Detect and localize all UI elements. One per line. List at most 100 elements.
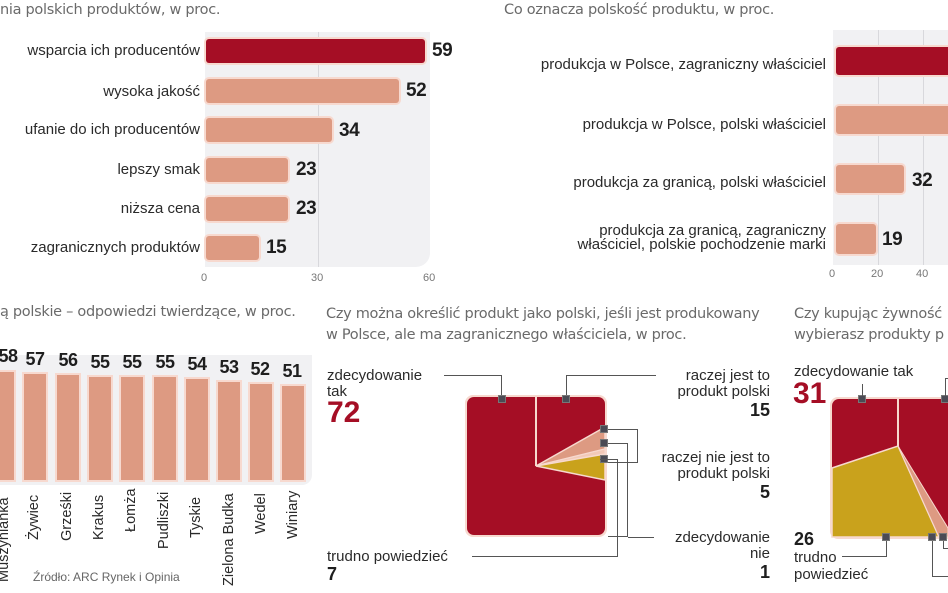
- bar-label: produkcja w Polsce, zagraniczny właścici…: [540, 56, 826, 73]
- bar-label: lepszy smak: [117, 161, 200, 178]
- bar-label: wsparcia ich producentów: [27, 42, 200, 59]
- column-value: 52: [250, 359, 270, 379]
- marker-icon: [941, 395, 948, 403]
- chart-title: Co oznacza polskość produktu, w proc.: [504, 2, 775, 18]
- marker-icon: [858, 395, 866, 403]
- marker-icon: [928, 533, 936, 541]
- bar-label: wysoka jakość: [103, 83, 200, 100]
- bar-label: właściciel, polskie pochodzenie marki: [577, 236, 826, 253]
- chart-title: w Polsce, ale ma zagranicznego właścicie…: [326, 327, 687, 343]
- gridline: [318, 32, 319, 267]
- marker-icon: [562, 395, 570, 403]
- bar: [206, 79, 399, 103]
- leader-line: [472, 556, 618, 557]
- bar-value: 15: [266, 237, 287, 258]
- bar-value: 23: [296, 159, 317, 180]
- bar: [206, 236, 259, 260]
- axis-tick: 0: [201, 272, 208, 284]
- leader-line: [862, 384, 863, 396]
- chart-title: Czy można określić produkt jako polski, …: [326, 306, 760, 322]
- column-label: Pudliszki: [156, 491, 172, 549]
- pie-value: 5: [759, 482, 770, 502]
- column: [282, 386, 304, 480]
- axis-tick: 60: [423, 272, 436, 284]
- column: [218, 382, 240, 480]
- bar-label: ufanie do ich producentów: [24, 121, 200, 138]
- column-label: Krakus: [91, 494, 107, 540]
- bar: [836, 47, 948, 75]
- column-value: 56: [58, 350, 78, 370]
- pie-value: 72: [327, 396, 361, 429]
- chart-title: nia polskich produktów, w proc.: [0, 2, 221, 18]
- pie-label: zdecydowanie: [674, 529, 770, 546]
- axis-tick: 0: [829, 268, 836, 280]
- pie-label: tak: [327, 383, 348, 400]
- column-value: 55: [122, 352, 142, 372]
- column-value: 57: [25, 349, 45, 369]
- pie-square: [465, 395, 607, 537]
- column-label: Wedel: [253, 493, 269, 534]
- bar-value: 52: [406, 80, 427, 101]
- bar: [836, 106, 948, 134]
- pie-value: 7: [327, 564, 338, 584]
- column-label: Tyskie: [188, 496, 204, 538]
- gridline: [923, 30, 924, 265]
- chart-title: ą polskie – odpowiedzi twierdzące, w pro…: [0, 304, 296, 320]
- bar-label: niższa cena: [120, 200, 200, 217]
- leader-line: [566, 375, 656, 399]
- gridline: [878, 30, 879, 265]
- pie-square: [830, 397, 948, 539]
- column-label: Grześki: [59, 491, 75, 541]
- column: [250, 384, 272, 480]
- pie-label: produkt polski: [677, 465, 770, 482]
- marker-icon: [498, 395, 506, 403]
- leader-line: [842, 541, 887, 557]
- column: [121, 377, 143, 480]
- column-label: Zielona Budka: [221, 493, 237, 586]
- bar-value: 23: [296, 198, 317, 219]
- pie-label: powiedzieć: [794, 566, 869, 583]
- column-value: 54: [187, 354, 207, 374]
- column: [24, 374, 46, 480]
- pie-label: trudno: [794, 549, 837, 566]
- leader-line: [628, 537, 654, 538]
- axis-tick: 30: [311, 272, 324, 284]
- marker-icon: [600, 439, 608, 447]
- pie-value: 26: [794, 529, 815, 549]
- pie-label: nie: [749, 545, 770, 562]
- marker-icon: [600, 425, 608, 433]
- pie-label: raczej jest to: [685, 367, 770, 384]
- plot-background: [205, 32, 430, 267]
- bar-label: produkcja za granicą, polski właściciel: [573, 174, 826, 191]
- leader-line: [943, 541, 948, 549]
- column: [186, 379, 208, 480]
- column-value: 53: [219, 357, 239, 377]
- bar-value: 19: [882, 229, 903, 250]
- column-value: 55: [90, 352, 110, 372]
- bar-value: 32: [912, 170, 933, 191]
- pie-label: produkt polski: [677, 383, 770, 400]
- marker-icon: [882, 533, 890, 541]
- pie-label: zdecydowanie tak: [794, 363, 914, 380]
- column-value: 51: [282, 361, 302, 381]
- bar: [836, 224, 876, 254]
- column-label: Muszynianka: [0, 497, 12, 582]
- bar: [206, 158, 288, 182]
- pie-label: raczej nie jest to: [661, 449, 770, 466]
- leader-line: [608, 443, 628, 537]
- column-label: Łomża: [123, 488, 139, 532]
- bar-value: 34: [339, 120, 360, 141]
- pie-value: 1: [759, 562, 770, 582]
- leader-line: [932, 541, 948, 577]
- leader-line: [608, 429, 638, 463]
- bar: [206, 118, 332, 142]
- bar-label: produkcja za granicą, zagraniczny: [599, 222, 826, 239]
- bar: [206, 39, 425, 63]
- column-value: 55: [155, 352, 175, 372]
- pie-label: zdecydowanie: [327, 367, 423, 384]
- column-label: Żywiec: [26, 494, 42, 540]
- bar-label: zagranicznych produktów: [30, 239, 200, 256]
- column: [0, 372, 14, 480]
- axis-tick: 40: [916, 268, 929, 280]
- leader-line: [945, 378, 948, 396]
